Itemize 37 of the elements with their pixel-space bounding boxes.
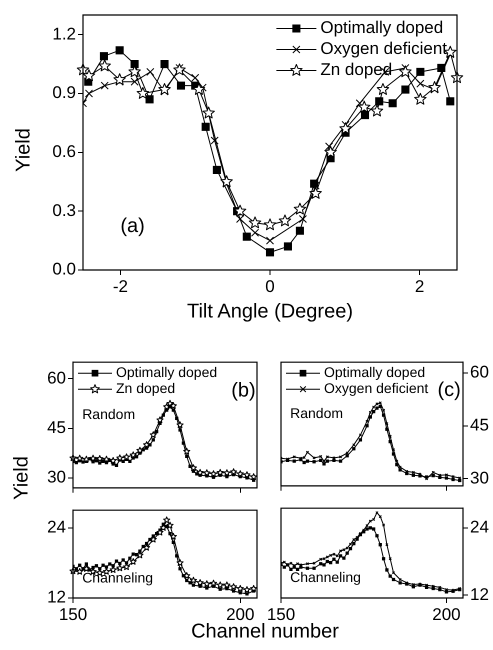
x-tick-label: 0 (265, 276, 275, 296)
y-tick-label: 24 (47, 517, 66, 536)
y-axis-title: Yield (12, 128, 36, 172)
annotation: Random (82, 406, 136, 422)
x-axis-title: Tilt Angle (Degree) (187, 300, 353, 324)
legend-label: Oxygen deficient (324, 380, 428, 396)
x-tick-label: 150 (58, 604, 88, 624)
y-tick-label: 60 (47, 368, 66, 388)
y-tick-label: 0.6 (52, 142, 76, 161)
legend-label: Optimally doped (116, 364, 218, 380)
legend-label: Oxygen deficient (320, 39, 448, 58)
y-tick-label: 30 (47, 468, 66, 487)
legend-label: Zn doped (116, 380, 176, 396)
y-tick-label: 0.9 (52, 83, 76, 102)
annotation: Channeling (82, 570, 154, 586)
y-tick-label: 60 (470, 362, 489, 382)
x-tick-label: 2 (414, 276, 424, 296)
legend-label: Zn doped (320, 60, 392, 80)
annotation: (c) (438, 379, 461, 402)
y-tick-label: 1.2 (52, 24, 76, 44)
annotation: (a) (120, 215, 145, 238)
y-tick-label: 30 (470, 468, 489, 488)
y-tick-label: 24 (470, 518, 489, 537)
y-tick-label: 0.0 (52, 260, 76, 279)
legend-label: Optimally doped (320, 18, 444, 38)
y-axis-title: Yield (10, 456, 34, 500)
annotation: Random (290, 404, 344, 421)
legend-label: Optimally doped (324, 364, 426, 380)
x-tick-label: -2 (112, 276, 128, 296)
y-tick-label: 12 (470, 584, 489, 604)
y-tick-label: 45 (47, 418, 66, 437)
annotation: (b) (231, 380, 256, 402)
y-tick-label: 45 (470, 415, 489, 434)
y-tick-label: 12 (47, 588, 66, 607)
annotation: Channeling (290, 569, 361, 586)
y-tick-label: 0.3 (52, 200, 76, 220)
x-tick-label: 200 (432, 604, 461, 624)
